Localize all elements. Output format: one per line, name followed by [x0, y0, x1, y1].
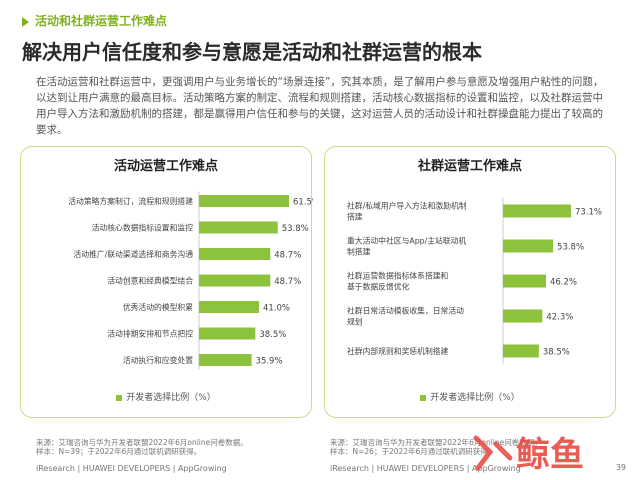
- bar-value-label: 46.2%: [550, 278, 577, 288]
- category-label: 搭建: [347, 212, 363, 222]
- watermark-logo: 鲸鱼: [473, 435, 584, 475]
- bar-value-label: 38.5%: [259, 330, 286, 340]
- community-chart-legend: 开发者选择比例（%）: [325, 390, 615, 403]
- category-label: 社群日常活动模板收集，日常活动: [347, 306, 464, 316]
- bar: [503, 274, 546, 288]
- section-tag: 活动和社群运营工作难点: [22, 12, 167, 29]
- source-line: 来源：艾瑞咨询与华为开发者联盟2022年6月online问卷数据。: [330, 438, 542, 447]
- bar: [199, 327, 256, 340]
- sample-line: 样本：N=39；于2022年6月通过联机调研获得。: [36, 447, 202, 456]
- bar: [199, 274, 271, 287]
- activity-chart-legend: 开发者选择比例（%）: [21, 390, 311, 403]
- bar-value-label: 42.3%: [546, 313, 573, 323]
- sample-line: 样本：N=26；于2022年6月通过联机调研获得。: [330, 447, 496, 456]
- community-chart-title: 社群运营工作难点: [417, 159, 522, 174]
- legend-swatch: [116, 394, 123, 401]
- bar-value-label: 35.9%: [256, 357, 283, 367]
- legend-label: 开发者选择比例（%）: [430, 393, 520, 403]
- page-headline: 解决用户信任度和参与意愿是活动和社群运营的根本: [22, 40, 482, 64]
- bar-value-label: 53.8%: [282, 224, 309, 234]
- category-label: 活动创意和经典模型结合: [107, 276, 193, 286]
- bar-value-label: 38.5%: [543, 348, 570, 358]
- category-label: 社群内部规则和奖惩机制搭建: [347, 346, 449, 356]
- bar: [199, 301, 259, 313]
- triangle-bullet-icon: [22, 16, 29, 27]
- category-label: 活动执行和应变处置: [123, 355, 193, 365]
- bar-value-label: 61.5%: [293, 198, 313, 208]
- category-label: 重大活动中社区与App/主站联动机: [347, 236, 466, 246]
- bar-value-label: 53.8%: [557, 243, 584, 253]
- page-number: 39: [615, 463, 626, 472]
- bar: [503, 309, 543, 323]
- community-chart-panel: 社群运营工作难点 73.1% 社群/私域用户导入方法和激励机制 搭建 53.8% 重大活…: [324, 146, 616, 418]
- activity-chart-panel: 活动运营工作难点 61.5% 活动策略方案制订，流程和规则搭建 53.8% 活动核心数…: [20, 146, 313, 418]
- legend-label: 开发者选择比例（%）: [126, 393, 216, 403]
- activity-chart-title: 活动运营工作难点: [113, 159, 218, 174]
- bar-value-label: 41.0%: [263, 304, 290, 314]
- bar-value-label: 48.7%: [274, 277, 301, 287]
- category-label: 活动策略方案制订，流程和规则搭建: [68, 196, 193, 206]
- bar: [199, 354, 252, 366]
- bar-value-label: 48.7%: [274, 251, 301, 261]
- source-note-right: 来源：艾瑞咨询与华为开发者联盟2022年6月online问卷数据。 样本：N=2…: [330, 438, 542, 456]
- section-tag-text: 活动和社群运营工作难点: [35, 14, 168, 28]
- category-label: 制搭建: [347, 247, 371, 257]
- activity-bar-chart: 61.5% 活动策略方案制订，流程和规则搭建 53.8% 活动核心数据指标设置和监控 4…: [68, 191, 313, 370]
- bar: [503, 239, 554, 253]
- category-label: 基于数据反馈优化: [347, 282, 410, 292]
- bar: [503, 204, 571, 218]
- category-label: 活动推广/联动渠道选择和商务沟通: [73, 249, 193, 259]
- category-label: 社群/私域用户导入方法和激励机制: [347, 201, 467, 211]
- watermark-text: 鲸鱼: [516, 435, 584, 475]
- bar: [503, 344, 539, 358]
- footer-credits-left: iResearch | HUAWEI DEVELOPERS | AppGrowi…: [36, 464, 227, 473]
- bar-value-label: 73.1%: [575, 208, 602, 218]
- bar: [199, 195, 289, 207]
- category-label: 活动核心数据指标设置和监控: [92, 223, 194, 233]
- footer-credits-right: iResearch | HUAWEI DEVELOPERS | AppGrowi…: [330, 464, 521, 473]
- category-label: 活动排期安排和节点把控: [107, 329, 193, 339]
- source-note-left: 来源：艾瑞咨询与华为开发者联盟2022年6月online问卷数据。 样本：N=3…: [36, 438, 248, 456]
- source-line: 来源：艾瑞咨询与华为开发者联盟2022年6月online问卷数据。: [36, 438, 248, 447]
- category-label: 优秀活动的模型积累: [123, 302, 193, 312]
- category-label: 社群运营数据指标体系搭建和: [347, 271, 449, 281]
- bar: [199, 248, 271, 260]
- legend-swatch: [420, 394, 427, 401]
- intro-paragraph: 在活动运营和社群运营中，更强调用户与业务增长的“场景连接”，究其本质，是了解用户…: [36, 76, 604, 136]
- bar: [199, 221, 278, 234]
- category-label: 规划: [347, 317, 363, 327]
